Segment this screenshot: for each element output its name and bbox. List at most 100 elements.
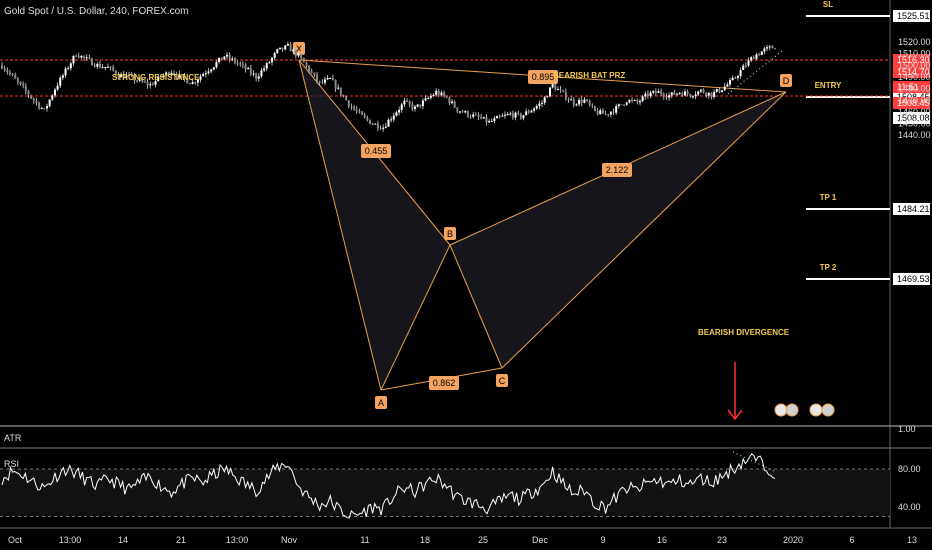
event-badges[interactable] [774,403,835,417]
candle-body [136,80,139,82]
candle-body [257,76,260,79]
candle-body [533,108,536,111]
candle-body [321,82,324,84]
pattern-point-box[interactable] [375,396,387,409]
atr-label[interactable]: ATR [4,433,22,443]
candle-body [535,106,538,109]
candle-body [289,44,292,52]
candle-body [154,81,157,85]
candle-body [400,104,403,110]
candle-body [570,99,573,101]
candle-body [607,113,610,115]
candle-body [742,65,745,71]
candle-body [734,77,737,79]
candle-body [662,94,665,97]
candle-body [51,95,54,100]
x-tick-labels: Oct 13:00 14 21 13:00 Nov 11 18 25 Dec 9 16 23 2020 6 1… [8,535,917,545]
candle-body [620,104,623,106]
candle-body [114,70,117,75]
candle-body [615,106,618,113]
candle-body [292,49,295,52]
candle-body [19,81,22,84]
price-label: 1514.70 [897,67,930,77]
event-icon[interactable] [774,403,788,417]
ratio-box[interactable] [528,70,558,84]
candle-body [98,63,101,68]
event-icon[interactable] [821,403,835,417]
candle-body [236,62,239,64]
candle-body [638,101,641,103]
candle-body [48,99,51,107]
candle-body [768,46,771,48]
candle-body [713,91,716,97]
pattern-point-label: C [499,376,506,386]
candle-body [466,111,469,117]
level-lines: SL 1525.51 ENTRY 1508.45 TP 1 1484.21 TP 2 1469… [0,0,930,285]
candle-body [30,95,33,99]
candle-body [157,76,160,82]
level-price-box [893,273,930,285]
candle-body [358,111,361,113]
price-label-box [893,81,930,93]
candle-body [278,47,281,50]
candle-body [228,54,231,60]
ratio-box[interactable] [361,144,391,158]
candle-body [173,72,176,75]
candle-body [167,72,170,76]
candle-body [496,116,499,119]
candle-body [628,99,631,103]
candle-body [427,97,430,99]
candle-body [387,119,390,127]
candle-body [554,84,557,90]
candle-body [128,74,131,76]
candle-body [11,73,14,76]
candle-body [474,114,477,116]
y-tick-label: 1450.00 [898,119,931,129]
price-label-box [893,97,930,109]
candle-body [755,54,758,59]
ratio-box[interactable] [602,163,632,177]
candle-body [268,62,271,64]
candle-body [366,116,369,120]
event-icon[interactable] [809,403,823,417]
pattern-point-box[interactable] [780,74,792,87]
candle-body [464,111,467,113]
candle-body [27,91,30,96]
candle-body [437,90,440,95]
ratio-box[interactable] [429,376,459,390]
candle-body [43,108,46,110]
candle-body [546,96,549,98]
event-icon[interactable] [785,403,799,417]
candle-body [133,75,136,81]
atr-value: 1.00 [898,424,916,434]
pattern-leg [501,91,787,369]
pattern-point-box[interactable] [444,227,456,240]
candle-body [117,74,120,78]
harmonic-pattern[interactable]: X A B C D 0.455 0.862 2.122 0.895 [293,42,792,409]
bearish-bat-prz-label: BEARISH BAT PRZ [553,71,625,80]
candle-body [162,75,165,78]
rsi-label[interactable]: RSI [4,459,19,469]
level-price-box [893,203,930,215]
candle-body [93,65,96,67]
candle-body [411,104,414,109]
pattern-point-box[interactable] [496,374,508,387]
candle-body [334,80,337,89]
candle-body [72,55,75,64]
x-tick-label: 25 [478,535,488,545]
candle-body [403,100,406,105]
candle-body [654,90,657,94]
candle-body [564,91,567,100]
ratio-label: 2.122 [606,165,629,175]
x-tick-label: 13:00 [226,535,249,545]
y-tick-label: 1460.00 [898,107,931,117]
candle-body [760,51,763,56]
ratio-label: 0.455 [365,146,388,156]
candle-body [186,78,189,84]
ratio-label: 0.895 [532,72,555,82]
rsi-tick-label: 80.00 [898,464,921,474]
candle-body [771,46,774,49]
candle-body [604,113,607,115]
candle-body [59,77,62,86]
candle-body [249,68,252,74]
